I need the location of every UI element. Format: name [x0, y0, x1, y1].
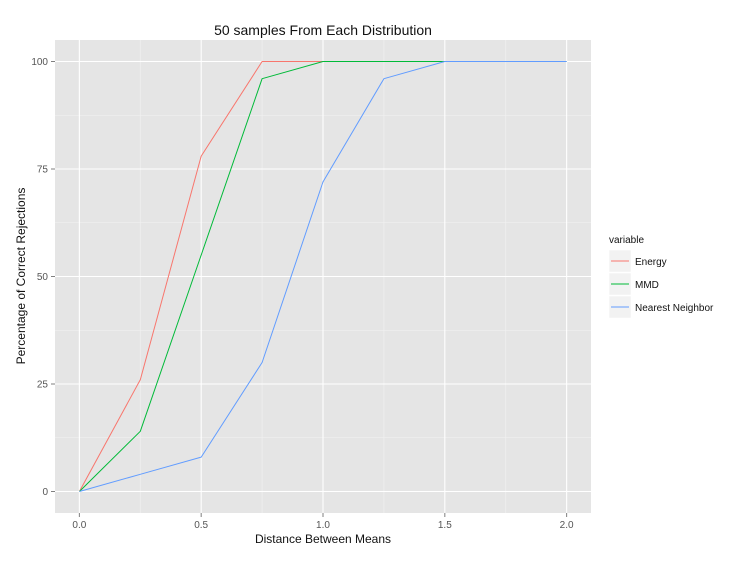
- legend-label-nearest-neighbor: Nearest Neighbor: [635, 303, 714, 314]
- y-tick-label: 50: [37, 272, 49, 283]
- series-line-nearest-neighbor: [79, 61, 567, 492]
- x-tick-label: 0.0: [72, 520, 86, 531]
- legend-label-energy: Energy: [635, 257, 667, 268]
- x-tick-label: 1.0: [316, 520, 330, 531]
- y-tick-label: 0: [42, 487, 48, 498]
- x-axis-title: Distance Between Means: [255, 532, 391, 546]
- x-tick-label: 2.0: [560, 520, 574, 531]
- y-axis-title: Percentage of Correct Rejections: [14, 188, 28, 365]
- y-tick-label: 100: [31, 57, 48, 68]
- legend-label-mmd: MMD: [635, 280, 659, 291]
- x-tick-label: 0.5: [194, 520, 208, 531]
- y-tick-label: 25: [37, 380, 49, 391]
- y-tick-label: 75: [37, 165, 49, 176]
- x-tick-label: 1.5: [438, 520, 452, 531]
- legend-title: variable: [609, 235, 644, 246]
- legend: variable Energy MMD Nearest Neighbor: [608, 235, 714, 319]
- chart-title: 50 samples From Each Distribution: [214, 22, 432, 38]
